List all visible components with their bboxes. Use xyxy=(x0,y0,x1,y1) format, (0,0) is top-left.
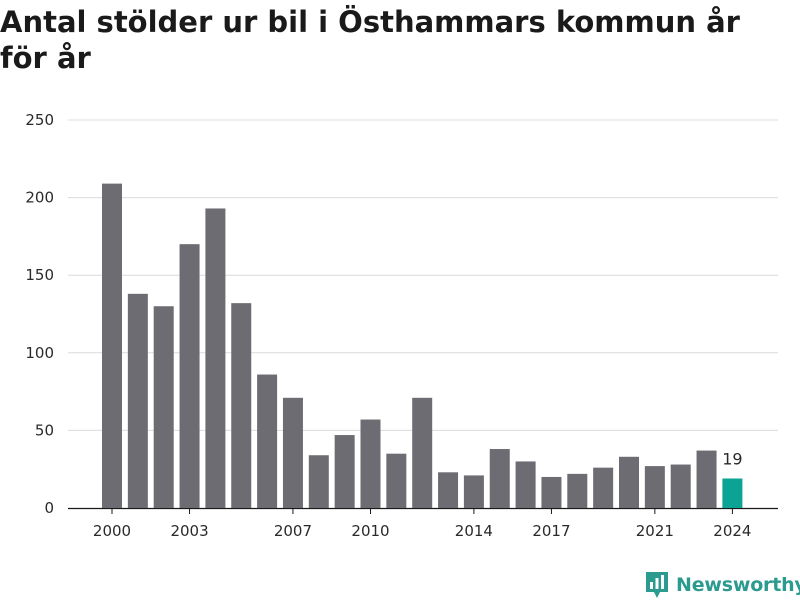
x-tick-label: 2024 xyxy=(713,522,751,540)
bar-2018 xyxy=(567,473,588,508)
bar-2023 xyxy=(696,450,717,508)
x-tick-label: 2017 xyxy=(532,522,570,540)
bar-2008 xyxy=(308,455,329,508)
y-tick-label: 50 xyxy=(35,421,54,439)
bar-2012 xyxy=(412,397,433,508)
x-tick-label: 2021 xyxy=(636,522,674,540)
bar-2001 xyxy=(127,293,148,508)
bar-2017 xyxy=(541,476,562,508)
bar-2007 xyxy=(282,397,303,508)
x-tick-label: 2010 xyxy=(351,522,389,540)
bar-2000 xyxy=(102,183,122,508)
bar-2013 xyxy=(438,472,459,508)
bar-2006 xyxy=(257,374,278,508)
bar-2024 xyxy=(722,478,743,508)
bar-2005 xyxy=(231,303,252,508)
x-tick-label: 2007 xyxy=(274,522,312,540)
y-tick-label: 100 xyxy=(25,344,54,362)
bar-2010 xyxy=(360,419,381,508)
bar-2021 xyxy=(644,466,665,508)
y-tick-label: 0 xyxy=(44,499,54,517)
x-tick-label: 2003 xyxy=(170,522,208,540)
bar-2020 xyxy=(619,456,639,508)
y-tick-label: 150 xyxy=(25,266,54,284)
bar-2011 xyxy=(386,453,407,508)
bar-2009 xyxy=(334,435,355,508)
bar-2002 xyxy=(153,306,174,508)
y-tick-label: 250 xyxy=(25,111,54,129)
bar-2022 xyxy=(670,464,691,508)
brand-name: Newsworthy xyxy=(676,574,800,596)
bar-2016 xyxy=(515,461,536,508)
bar-2004 xyxy=(205,208,226,509)
chart-title: Antal stölder ur bil i Östhammars kommun… xyxy=(0,5,740,75)
bar-2014 xyxy=(463,475,484,508)
data-labels: 19 xyxy=(722,450,742,469)
x-axis-ticks: 2000 2003 2007 2010 2014 2017 2021 2024 xyxy=(93,508,751,540)
bar-chart-logo-icon xyxy=(646,572,668,598)
x-tick-label: 2000 xyxy=(93,522,131,540)
bar-2019 xyxy=(593,467,614,508)
bar-2015 xyxy=(489,449,510,508)
brand-logo: Newsworthy xyxy=(644,570,800,600)
bars xyxy=(102,183,743,509)
y-tick-label: 200 xyxy=(25,189,54,207)
bar-2003 xyxy=(179,244,200,508)
x-tick-label: 2014 xyxy=(455,522,493,540)
y-axis-ticks: 0 50 100 150 200 250 xyxy=(25,111,54,517)
data-label-2024: 19 xyxy=(722,450,742,469)
